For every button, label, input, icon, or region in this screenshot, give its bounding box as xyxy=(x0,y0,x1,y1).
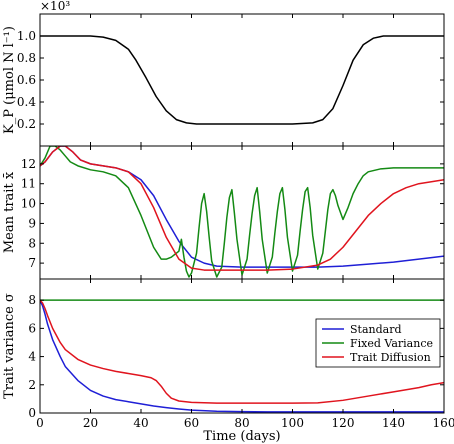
y-tick-label: 1.0 xyxy=(17,29,36,43)
y-axis-label: Trait variance σ xyxy=(2,293,17,399)
y-tick-label: 0 xyxy=(28,406,36,420)
y-tick-label: 10 xyxy=(21,197,36,211)
y-tick-label: 0.4 xyxy=(17,95,36,109)
y-tick-label: 0.8 xyxy=(17,51,36,65)
y-tick-label: 7 xyxy=(28,256,36,270)
y-tick-label: 4 xyxy=(28,350,36,364)
series-line-trait-diffusion xyxy=(40,299,444,404)
legend-entry: Trait Diffusion xyxy=(350,351,431,364)
x-axis-label: Time (days) xyxy=(203,429,280,444)
x-tick-label: 40 xyxy=(133,416,148,430)
panel-1: 0.2 0.4 0.6 0.8 1.0K_P (μmol N l⁻¹) ×10³ xyxy=(2,0,445,147)
y-axis-label: K_P (μmol N l⁻¹) xyxy=(2,26,17,134)
legend-entry: Fixed Variance xyxy=(350,337,433,350)
series-line-kp xyxy=(40,35,444,125)
y-tick-label: 0.6 xyxy=(17,73,36,87)
axis-multiplier: ×10³ xyxy=(40,0,70,13)
series-line-standard xyxy=(40,146,444,268)
panel-2: 7 8 9 10 11 12 Mean trait x̄ xyxy=(2,145,445,280)
series-line-standard xyxy=(40,299,444,413)
y-axis-label: Mean trait x̄ xyxy=(2,171,17,253)
y-tick-label: 11 xyxy=(21,177,36,191)
y-tick-label: 0.2 xyxy=(17,117,36,131)
x-tick-label: 100 xyxy=(281,416,304,430)
x-tick-label: 160 xyxy=(433,416,454,430)
y-tick-label: 2 xyxy=(28,378,36,392)
y-tick-label: 12 xyxy=(21,157,36,171)
x-tick-label: 0 xyxy=(36,416,44,430)
x-tick-label: 20 xyxy=(83,416,98,430)
y-tick-label: 8 xyxy=(28,236,36,250)
x-tick-label: 140 xyxy=(382,416,405,430)
y-tick-label: 8 xyxy=(28,293,36,307)
series-line-fixed-variance xyxy=(40,146,444,278)
y-tick-label: 9 xyxy=(28,216,36,230)
series-line-trait-diffusion xyxy=(40,146,444,271)
x-tick-label: 80 xyxy=(234,416,249,430)
legend-entry: Standard xyxy=(350,323,402,336)
x-tick-label: 60 xyxy=(184,416,199,430)
x-tick-label: 120 xyxy=(332,416,355,430)
axes-frame xyxy=(39,13,445,147)
y-tick-label: 6 xyxy=(28,321,36,335)
